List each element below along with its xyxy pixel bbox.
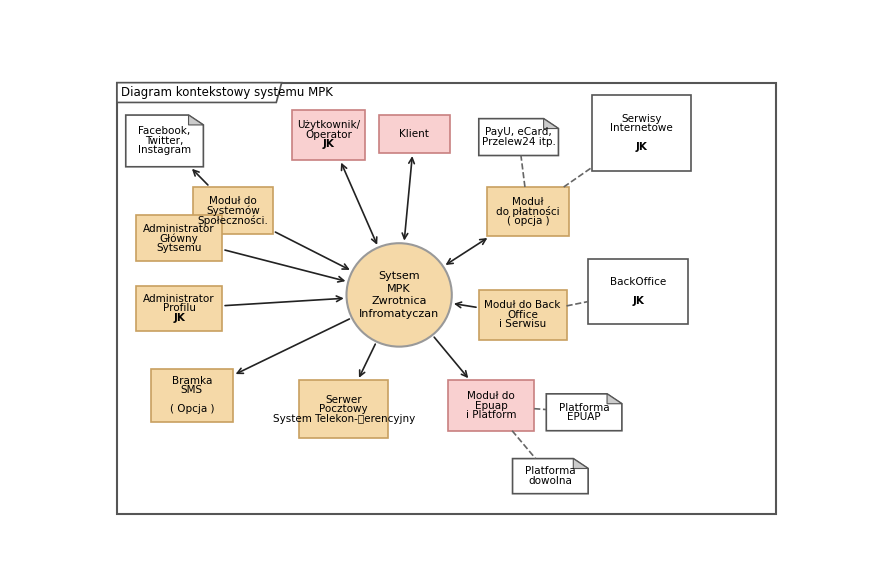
Text: System Telekon-erencyjny: System Telekon- erencyjny <box>273 413 415 423</box>
Text: Główny: Główny <box>159 233 199 244</box>
Bar <box>591 95 692 171</box>
Text: Twitter,: Twitter, <box>145 136 184 146</box>
Text: Instagram: Instagram <box>138 145 191 155</box>
Polygon shape <box>607 394 622 404</box>
Text: ( Opcja ): ( Opcja ) <box>170 404 214 415</box>
Text: JK: JK <box>636 142 647 152</box>
Text: Użytkownik/: Użytkownik/ <box>297 120 361 130</box>
Polygon shape <box>573 458 588 468</box>
Text: Moduł do: Moduł do <box>209 196 257 206</box>
Text: Moduł do: Moduł do <box>467 391 515 401</box>
Text: PayU, eCard,: PayU, eCard, <box>485 127 552 137</box>
Bar <box>136 215 222 261</box>
Text: Moduł: Moduł <box>512 197 544 207</box>
Text: i Serwisu: i Serwisu <box>499 319 546 329</box>
Text: Diagram kontekstowy systemu MPK: Diagram kontekstowy systemu MPK <box>121 86 333 99</box>
Text: JK: JK <box>632 296 644 306</box>
Polygon shape <box>188 115 203 125</box>
Text: do płatności: do płatności <box>496 206 560 217</box>
Text: Internetowe: Internetowe <box>610 123 672 133</box>
Text: MPK: MPK <box>388 284 411 294</box>
Text: Office: Office <box>507 310 538 319</box>
Text: Klient: Klient <box>400 129 429 139</box>
Text: BackOffice: BackOffice <box>610 277 666 287</box>
Text: Epuap: Epuap <box>475 401 507 411</box>
Text: Zwrotnica: Zwrotnica <box>371 296 427 306</box>
Bar <box>588 259 688 324</box>
Bar <box>379 115 449 153</box>
Ellipse shape <box>347 243 452 347</box>
Text: Facebook,: Facebook, <box>138 127 191 137</box>
Bar <box>151 369 233 422</box>
Text: Bramka: Bramka <box>172 376 213 386</box>
Polygon shape <box>125 115 203 167</box>
Text: Systemów: Systemów <box>206 206 260 216</box>
Text: SMS: SMS <box>181 385 203 395</box>
Text: Platforma: Platforma <box>559 402 610 412</box>
Text: Przelew24 itp.: Przelew24 itp. <box>482 137 556 147</box>
Text: Administrator: Administrator <box>143 294 215 304</box>
Text: Pocztowy: Pocztowy <box>320 404 368 414</box>
Text: Administrator: Administrator <box>143 224 215 234</box>
Polygon shape <box>117 83 281 102</box>
Text: Moduł do Back: Moduł do Back <box>484 300 561 310</box>
Text: Infromatyczan: Infromatyczan <box>359 309 439 319</box>
Text: Operator: Operator <box>306 130 353 140</box>
Bar <box>487 187 570 237</box>
Text: JK: JK <box>323 139 334 150</box>
Polygon shape <box>479 119 558 155</box>
Bar <box>136 286 222 331</box>
Text: JK: JK <box>173 313 185 323</box>
Bar <box>448 380 534 431</box>
Bar <box>193 187 273 234</box>
Text: Profilu: Profilu <box>163 304 196 314</box>
Text: Serwer: Serwer <box>326 395 362 405</box>
Text: Platforma: Platforma <box>525 467 576 477</box>
Text: Sytsem: Sytsem <box>378 271 420 281</box>
Text: ( opcja ): ( opcja ) <box>507 216 550 226</box>
Text: Społeczności.: Społeczności. <box>198 214 268 225</box>
Polygon shape <box>544 119 558 128</box>
Text: Sytsemu: Sytsemu <box>156 243 202 253</box>
Polygon shape <box>546 394 622 431</box>
Text: EPUAP: EPUAP <box>567 412 601 422</box>
Bar <box>293 110 366 160</box>
Polygon shape <box>512 458 588 493</box>
Text: i Platform: i Platform <box>466 410 517 420</box>
Text: Serwisy: Serwisy <box>621 114 662 124</box>
Bar <box>479 290 566 340</box>
Text: dowolna: dowolna <box>529 476 572 486</box>
Bar <box>300 380 388 438</box>
